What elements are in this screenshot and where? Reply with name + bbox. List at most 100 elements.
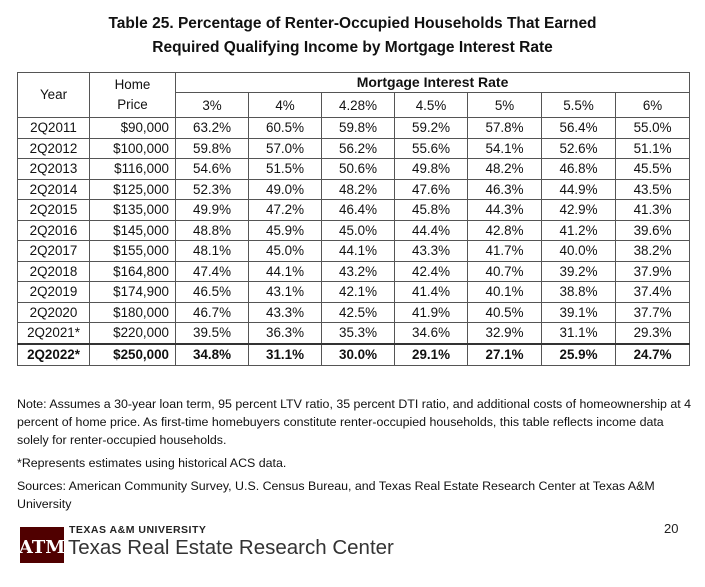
cell-home-price: $220,000	[89, 322, 176, 344]
cell-percentage: 42.9%	[541, 199, 616, 221]
research-center-name: Texas Real Estate Research Center	[68, 536, 394, 559]
cell-percentage: 40.7%	[467, 260, 542, 282]
cell-percentage: 29.1%	[394, 342, 468, 366]
cell-percentage: 47.6%	[394, 178, 468, 200]
renter-income-table: Year Home Price Mortgage Interest Rate 3…	[17, 72, 691, 366]
cell-percentage: 41.7%	[467, 240, 542, 262]
cell-percentage: 54.1%	[467, 137, 542, 159]
table-row: 2Q2021* $220,000 39.5% 36.3% 35.3% 34.6% 32.9%…	[17, 322, 691, 344]
cell-percentage: 44.4%	[394, 219, 468, 241]
header-rate: 3%	[175, 92, 249, 118]
cell-percentage: 63.2%	[175, 117, 249, 139]
table-title: Table 25. Percentage of Renter-Occupied …	[0, 12, 705, 60]
cell-percentage: 42.1%	[321, 281, 395, 303]
cell-percentage: 45.8%	[394, 199, 468, 221]
cell-percentage: 24.7%	[614, 342, 691, 366]
cell-percentage: 44.9%	[541, 178, 616, 200]
cell-percentage: 49.0%	[248, 178, 322, 200]
cell-home-price: $90,000	[89, 117, 176, 139]
cell-home-price: $250,000	[89, 342, 176, 366]
cell-year: 2Q2017	[17, 240, 90, 262]
header-rate: 5.5%	[541, 92, 616, 118]
table-row: 2Q2019 $174,900 46.5% 43.1% 42.1% 41.4% 40.1% 3…	[17, 281, 691, 303]
cell-percentage: 42.4%	[394, 260, 468, 282]
tamu-logo-background	[20, 527, 64, 563]
cell-percentage: 39.6%	[614, 219, 691, 241]
cell-percentage: 41.2%	[541, 219, 616, 241]
cell-percentage: 52.3%	[175, 178, 249, 200]
title-line-2: Required Qualifying Income by Mortgage I…	[152, 39, 553, 56]
cell-year: 2Q2014	[17, 178, 90, 200]
cell-percentage: 35.3%	[321, 322, 395, 344]
header-year: Year	[17, 72, 90, 118]
table-row: 2Q2012 $100,000 59.8% 57.0% 56.2% 55.6% 54.1% 5…	[17, 137, 691, 159]
cell-percentage: 27.1%	[467, 342, 542, 366]
cell-percentage: 41.9%	[394, 301, 468, 323]
cell-percentage: 40.5%	[467, 301, 542, 323]
cell-percentage: 47.4%	[175, 260, 249, 282]
cell-home-price: $174,900	[89, 281, 176, 303]
cell-percentage: 47.2%	[248, 199, 322, 221]
cell-year: 2Q2022*	[17, 342, 90, 366]
table-row: 2Q2017 $155,000 48.1% 45.0% 44.1% 43.3% 41.7% 4…	[17, 240, 691, 262]
cell-year: 2Q2016	[17, 219, 90, 241]
cell-year: 2Q2015	[17, 199, 90, 221]
table-row: 2Q2018 $164,800 47.4% 44.1% 43.2% 42.4% 40.7% 3…	[17, 260, 691, 282]
cell-percentage: 45.0%	[248, 240, 322, 262]
cell-percentage: 44.1%	[321, 240, 395, 262]
cell-percentage: 37.7%	[614, 301, 691, 323]
cell-percentage: 59.8%	[321, 117, 395, 139]
cell-percentage: 36.3%	[248, 322, 322, 344]
tamu-logo: ATM	[20, 527, 64, 563]
cell-home-price: $100,000	[89, 137, 176, 159]
cell-percentage: 55.0%	[614, 117, 691, 139]
cell-percentage: 44.1%	[248, 260, 322, 282]
table-body: 2Q2011 $90,000 63.2% 60.5% 59.8% 59.2% 57.8% 56…	[17, 117, 691, 366]
notes-section: Note: Assumes a 30-year loan term, 95 pe…	[17, 395, 697, 518]
header-mortgage-interest-rate: Mortgage Interest Rate	[174, 72, 691, 93]
cell-percentage: 31.1%	[541, 322, 616, 344]
table-row: 2Q2022* $250,000 34.8% 31.1% 30.0% 29.1% 27.1%…	[17, 342, 691, 366]
cell-percentage: 38.2%	[614, 240, 691, 262]
cell-percentage: 43.1%	[248, 281, 322, 303]
methodology-note: Note: Assumes a 30-year loan term, 95 pe…	[17, 397, 692, 447]
cell-percentage: 43.2%	[321, 260, 395, 282]
cell-percentage: 29.3%	[614, 322, 691, 344]
header-rate: 6%	[614, 92, 691, 118]
cell-percentage: 57.8%	[467, 117, 542, 139]
cell-percentage: 37.4%	[614, 281, 691, 303]
rate-header-row: 3% 4% 4.28% 4.5% 5% 5.5% 6%	[18, 92, 691, 118]
cell-percentage: 40.1%	[467, 281, 542, 303]
cell-percentage: 45.5%	[614, 158, 691, 180]
cell-percentage: 45.9%	[248, 219, 322, 241]
header-rate: 5%	[467, 92, 542, 118]
cell-percentage: 43.5%	[614, 178, 691, 200]
cell-percentage: 51.5%	[248, 158, 322, 180]
cell-year: 2Q2013	[17, 158, 90, 180]
cell-percentage: 49.9%	[175, 199, 249, 221]
cell-percentage: 42.5%	[321, 301, 395, 323]
cell-percentage: 46.7%	[175, 301, 249, 323]
cell-percentage: 44.3%	[467, 199, 542, 221]
header-home-price: Home Price	[89, 72, 176, 118]
cell-year: 2Q2012	[17, 137, 90, 159]
header-home-price-line1: Home	[114, 77, 151, 92]
cell-percentage: 51.1%	[614, 137, 691, 159]
cell-percentage: 57.0%	[248, 137, 322, 159]
table-row: 2Q2014 $125,000 52.3% 49.0% 48.2% 47.6% 46.3% 4…	[17, 178, 691, 200]
cell-percentage: 40.0%	[541, 240, 616, 262]
cell-percentage: 55.6%	[394, 137, 468, 159]
cell-percentage: 32.9%	[467, 322, 542, 344]
cell-percentage: 30.0%	[321, 342, 395, 366]
header-rate: 4.28%	[321, 92, 395, 118]
header-rate: 4%	[248, 92, 322, 118]
title-line-1: Table 25. Percentage of Renter-Occupied …	[108, 15, 597, 32]
cell-percentage: 56.2%	[321, 137, 395, 159]
cell-percentage: 49.8%	[394, 158, 468, 180]
cell-year: 2Q2019	[17, 281, 90, 303]
cell-percentage: 38.8%	[541, 281, 616, 303]
cell-year: 2Q2011	[17, 117, 90, 139]
cell-percentage: 54.6%	[175, 158, 249, 180]
cell-home-price: $180,000	[89, 301, 176, 323]
cell-percentage: 45.0%	[321, 219, 395, 241]
